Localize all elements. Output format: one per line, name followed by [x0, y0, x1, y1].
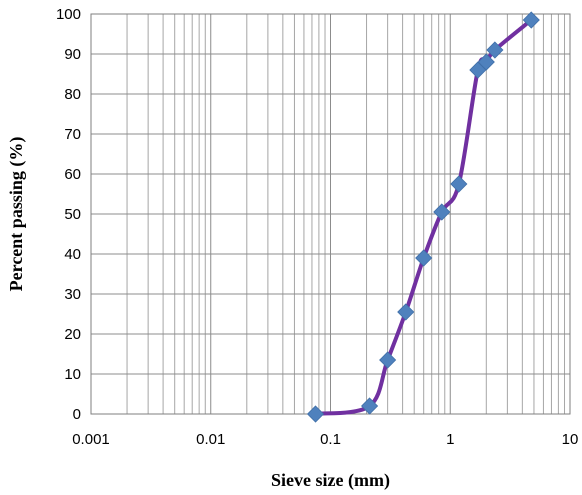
y-axis-title: Percent passing (%): [6, 137, 27, 292]
y-tick-label: 60: [64, 166, 81, 183]
x-tick-label: 0.001: [72, 431, 110, 448]
data-point: [361, 397, 379, 415]
y-tick-label: 50: [64, 206, 81, 223]
data-point: [379, 351, 397, 369]
data-point: [433, 203, 451, 221]
x-axis-title: Sieve size (mm): [271, 470, 390, 491]
data-point: [397, 303, 415, 321]
y-tick-label: 0: [73, 406, 81, 423]
x-tick-label: 10: [562, 431, 579, 448]
series-layer: [306, 11, 540, 423]
data-point: [306, 405, 325, 423]
data-point: [522, 11, 540, 29]
y-tick-label: 10: [64, 366, 81, 383]
x-tick-label: 0.01: [196, 431, 225, 448]
y-tick-label: 20: [64, 326, 81, 343]
x-tick-label: 1: [446, 431, 454, 448]
y-tick-label: 80: [64, 86, 81, 103]
data-point: [450, 175, 468, 193]
grid: [90, 13, 570, 415]
y-tick-label: 90: [64, 46, 81, 63]
y-tick-label: 30: [64, 286, 81, 303]
data-point: [486, 41, 504, 59]
x-tick-label: 0.1: [320, 431, 341, 448]
data-point: [415, 249, 433, 267]
y-tick-label: 100: [56, 6, 81, 23]
y-tick-label: 70: [64, 126, 81, 143]
data-point: [477, 53, 495, 71]
y-tick-label: 40: [64, 246, 81, 263]
